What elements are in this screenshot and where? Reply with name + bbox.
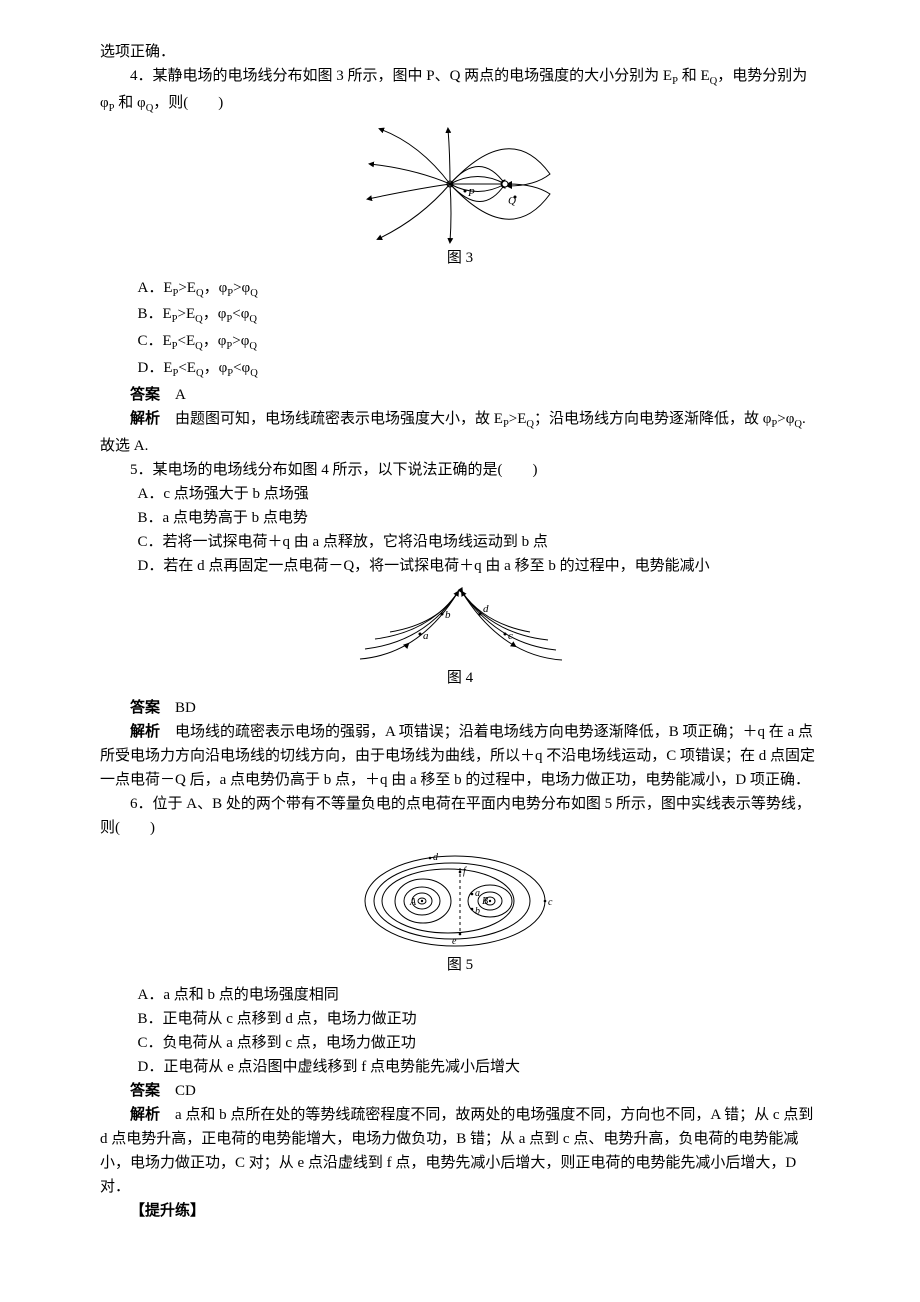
q4-option-a: A．EP>EQ，φP>φQ [100,276,820,303]
equipotential-svg: A B a b c d e f [360,846,560,951]
q5-option-d: D．若在 d 点再固定一点电荷－Q，将一试探电荷＋q 由 a 移至 b 的过程中… [100,554,820,578]
field-lines-svg: P Q [360,124,560,244]
q5-option-c: C．若将一试探电荷＋q 由 a 点释放，它将沿电场线运动到 b 点 [100,530,820,554]
q6-option-a: A．a 点和 b 点的电场强度相同 [100,983,820,1007]
label-A: A [409,897,417,908]
label-d: d [483,603,489,615]
label-b: b [445,609,451,621]
q5-analysis: 解析 电场线的疏密表示电场的强弱，A 项错误；沿着电场线方向电势逐渐降低，B 项… [100,720,820,792]
q4-stem-d: 和 φ [115,95,146,111]
q6-answer-value: CD [160,1083,196,1099]
q5-stem: 5．某电场的电场线分布如图 4 所示，以下说法正确的是( ) [100,458,820,482]
q6-fig-caption: 图 5 [100,953,820,977]
q4-stem-e: ，则( ) [153,95,223,111]
q6-stem: 6．位于 A、B 处的两个带有不等量负电的点电荷在平面内电势分布如图 5 所示，… [100,792,820,840]
label-d: d [433,852,439,863]
q4-stem-b: 和 E [678,68,710,84]
intro-fragment: 选项正确． [100,40,820,64]
q5-figure: a b d c 图 4 [100,584,820,690]
q4-answer: 答案 A [100,383,820,407]
answer-label: 答案 [130,700,160,716]
label-b: b [475,906,480,917]
q6-figure: A B a b c d e f 图 5 [100,846,820,977]
q4-figure: P Q 图 3 [100,124,820,270]
q4-analysis: 解析 由题图可知，电场线疏密表示电场强度大小，故 EP>EQ；沿电场线方向电势逐… [100,407,820,458]
q4-stem-a: 4．某静电场的电场线分布如图 3 所示，图中 P、Q 两点的电场强度的大小分别为… [130,68,672,84]
q4-answer-value: A [160,387,186,403]
upgrade-section: 【提升练】 [100,1199,820,1223]
q6-analysis: 解析 a 点和 b 点所在处的等势线疏密程度不同，故两处的电场强度不同，方向也不… [100,1103,820,1199]
q5-fig-caption: 图 4 [100,666,820,690]
answer-label: 答案 [130,1083,160,1099]
label-a: a [475,888,480,899]
q6-option-c: C．负电荷从 a 点移到 c 点，电场力做正功 [100,1031,820,1055]
q6-answer: 答案 CD [100,1079,820,1103]
q5-option-a: A．c 点场强大于 b 点场强 [100,482,820,506]
q5-analysis-text: 电场线的疏密表示电场的强弱，A 项错误；沿着电场线方向电势逐渐降低，B 项正确；… [100,724,815,788]
label-p: P [467,187,475,199]
field-lines-svg-2: a b d c [350,584,570,664]
label-c: c [508,630,513,642]
q5-answer-value: BD [160,700,196,716]
q4-stem: 4．某静电场的电场线分布如图 3 所示，图中 P、Q 两点的电场强度的大小分别为… [100,64,820,118]
q6-analysis-text: a 点和 b 点所在处的等势线疏密程度不同，故两处的电场强度不同，方向也不同，A… [100,1107,813,1195]
label-a: a [423,630,429,642]
analysis-label: 解析 [130,1107,160,1123]
analysis-label: 解析 [130,724,160,740]
label-c: c [548,897,553,908]
upgrade-label: 【提升练】 [130,1203,205,1219]
q4-option-c: C．EP<EQ，φP>φQ [100,329,820,356]
answer-label: 答案 [130,387,160,403]
q6-option-d: D．正电荷从 e 点沿图中虚线移到 f 点电势能先减小后增大 [100,1055,820,1079]
q4-fig-caption: 图 3 [100,246,820,270]
label-f: f [463,866,467,877]
label-e: e [452,936,457,947]
q5-answer: 答案 BD [100,696,820,720]
q4-option-d: D．EP<EQ，φP<φQ [100,356,820,383]
label-B: B [482,896,488,907]
q4-option-b: B．EP>EQ，φP<φQ [100,302,820,329]
analysis-label: 解析 [130,411,160,427]
q6-option-b: B．正电荷从 c 点移到 d 点，电场力做正功 [100,1007,820,1031]
q5-option-b: B．a 点电势高于 b 点电势 [100,506,820,530]
